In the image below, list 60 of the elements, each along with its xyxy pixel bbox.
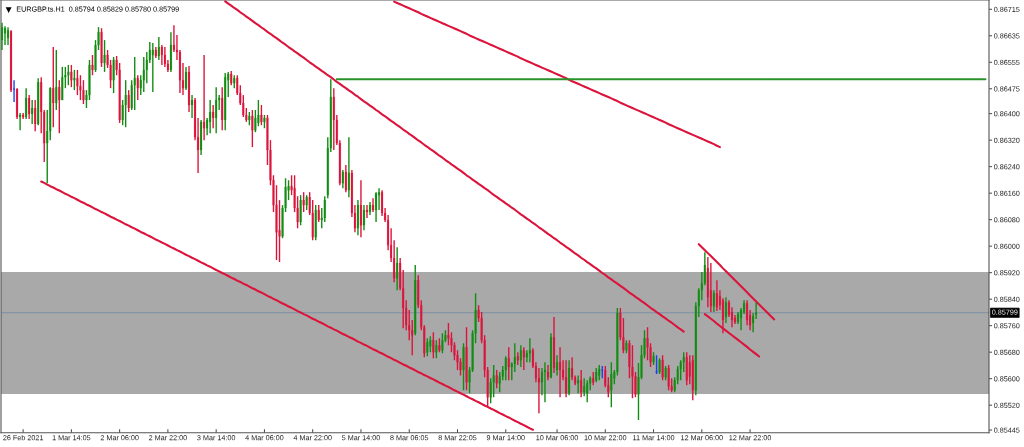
candlestick [667,364,670,391]
candlestick [103,39,106,73]
candlestick [631,344,634,399]
candlestick [691,354,694,401]
candlestick [441,332,444,354]
candlestick [435,339,438,359]
candlestick [362,204,365,231]
line-series [224,0,685,333]
candlestick [661,354,664,382]
candlestick [67,64,70,86]
candlestick [438,337,441,353]
candlestick [429,335,432,353]
candlestick [365,204,369,219]
candlestick [22,112,25,120]
candlestick [58,79,61,134]
candlestick [462,342,465,391]
candlestick [507,346,510,382]
candlestick [79,74,82,101]
candlestick [61,66,64,101]
candlestick [10,29,13,93]
candlestick [685,351,688,387]
candlestick [55,49,58,111]
candlestick [263,114,266,129]
candlestick [133,56,136,111]
candlestick [260,104,263,126]
candlestick [82,79,85,105]
candlestick [91,54,94,76]
candlestick [664,365,667,382]
line-series [697,243,776,321]
candlestick [302,191,305,213]
candlestick [495,369,498,389]
line-series [393,0,721,149]
candlestick [251,109,254,148]
candlestick [224,72,227,131]
candlestick [652,351,655,366]
candlestick [299,194,302,226]
candlestick [658,357,661,375]
candlestick [586,379,589,403]
candlestick [248,111,251,126]
candlestick [127,89,130,113]
candlestick [543,361,546,403]
candlestick [188,65,191,113]
candlestick [100,27,103,68]
candlestick [124,79,127,128]
candlestick [70,64,73,88]
candlestick [314,204,317,241]
candlestick [465,326,468,391]
candlestick [559,346,562,398]
candlestick [375,191,378,223]
candlestick [73,69,76,91]
line-series [40,180,534,431]
candlestick [305,194,308,211]
candlestick [136,74,139,101]
candlestick [221,86,224,131]
candlestick [76,69,79,96]
candlestick [432,331,435,359]
candlestick [142,56,145,93]
candlestick [625,339,628,354]
candlestick [610,361,613,408]
candlestick [112,56,115,94]
